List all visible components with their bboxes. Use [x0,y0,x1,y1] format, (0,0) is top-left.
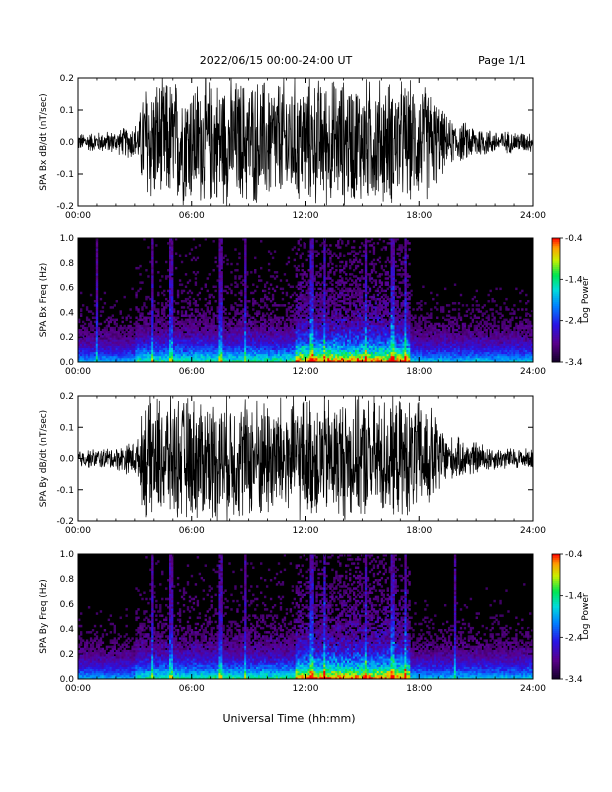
x-tick-label: 06:00 [179,211,205,221]
panels: 00:00 06:00 12:00 18:00 24:00 -0.2 -0.1 0.0 0.1 0… [39,74,591,694]
x-tick-label: 12:00 [293,211,319,221]
y-tick-label: -0.1 [56,170,74,180]
x-tick-label: 18:00 [406,367,432,377]
y-tick-label: 0.0 [60,138,75,148]
x-tick-label: 00:00 [65,367,91,377]
x-tick-label: 18:00 [406,526,432,536]
spectrogram-cells [78,554,533,679]
x-tick-label: 18:00 [406,684,432,694]
x-tick-label: 24:00 [520,367,546,377]
colorbar: -0.4 -1.4 -2.4 -3.4 Log Power [551,550,591,685]
y-tick-label: 0.0 [60,455,75,465]
y-tick-label: 0.6 [60,600,75,610]
y-axis-label: SPA Bx Freq (Hz) [39,263,49,338]
x-tick-label: 00:00 [65,211,91,221]
y-tick-label: -0.2 [56,517,74,527]
colorbar-tick-label: -0.4 [565,550,583,560]
y-axis-label: SPA By dB/dt (nT/sec) [39,410,49,507]
colorbar-label: Log Power [581,277,591,323]
page-indicator: Page 1/1 [478,54,526,67]
y-tick-label: 0.8 [60,575,75,585]
colorbar-tick-label: -0.4 [565,234,583,244]
y-tick-label: 0.1 [60,423,74,433]
y-tick-label: 0.4 [60,308,75,318]
y-tick-label: 0.2 [60,74,74,84]
x-tick-label: 06:00 [179,526,205,536]
colorbar-tick-label: -2.4 [565,633,583,643]
x-tick-label: 24:00 [520,211,546,221]
colorbar-tick-label: -2.4 [565,317,583,327]
x-tick-label: 24:00 [520,684,546,694]
x-tick-label: 12:00 [293,684,319,694]
colorbar-tick-label: -3.4 [565,675,583,685]
y-tick-label: 0.0 [60,358,75,368]
x-tick-label: 12:00 [293,526,319,536]
spectrogram-cells [78,238,533,362]
y-axis-label: SPA Bx dB/dt (nT/sec) [39,93,49,190]
waveform-line [78,396,533,521]
y-axis-label: SPA By Freq (Hz) [39,579,49,654]
y-tick-label: -0.2 [56,202,74,212]
x-tick-label: 12:00 [293,367,319,377]
colorbar-label: Log Power [581,593,591,639]
y-tick-label: 0.8 [60,259,75,269]
colorbar-tick-label: -1.4 [565,275,583,285]
x-tick-label: 18:00 [406,211,432,221]
x-tick-label: 24:00 [520,526,546,536]
panel-1: 00:00 06:00 12:00 18:00 24:00 -0.2 -0.1 0.0 0.1 0… [39,74,546,221]
figure-title: 2022/06/15 00:00-24:00 UT [200,54,353,67]
panel-4: -0.4 -1.4 -2.4 -3.4 Log Power 00:00 06:00 12:00… [39,550,591,694]
panel-2: -0.4 -1.4 -2.4 -3.4 Log Power 00:00 06:00 12:00… [39,234,591,377]
y-tick-label: 0.1 [60,106,74,116]
y-tick-label: 0.0 [60,675,75,685]
y-tick-label: 1.0 [60,234,75,244]
y-tick-label: -0.1 [56,486,74,496]
colorbar-tick-label: -1.4 [565,592,583,602]
x-tick-label: 06:00 [179,367,205,377]
y-tick-label: 0.2 [60,650,74,660]
x-tick-label: 00:00 [65,684,91,694]
y-tick-label: 0.6 [60,284,75,294]
y-tick-label: 0.2 [60,392,74,402]
waveform-line [78,78,533,206]
y-tick-label: 1.0 [60,550,75,560]
x-axis-title: Universal Time (hh:mm) [223,712,356,725]
colorbar: -0.4 -1.4 -2.4 -3.4 Log Power [551,234,591,368]
colorbar-tick-label: -3.4 [565,358,583,368]
panel-3: 00:00 06:00 12:00 18:00 24:00 -0.2 -0.1 0.0 0.1 0… [39,392,546,536]
x-tick-label: 00:00 [65,526,91,536]
x-tick-label: 06:00 [179,684,205,694]
y-tick-label: 0.2 [60,333,74,343]
y-tick-label: 0.4 [60,625,75,635]
